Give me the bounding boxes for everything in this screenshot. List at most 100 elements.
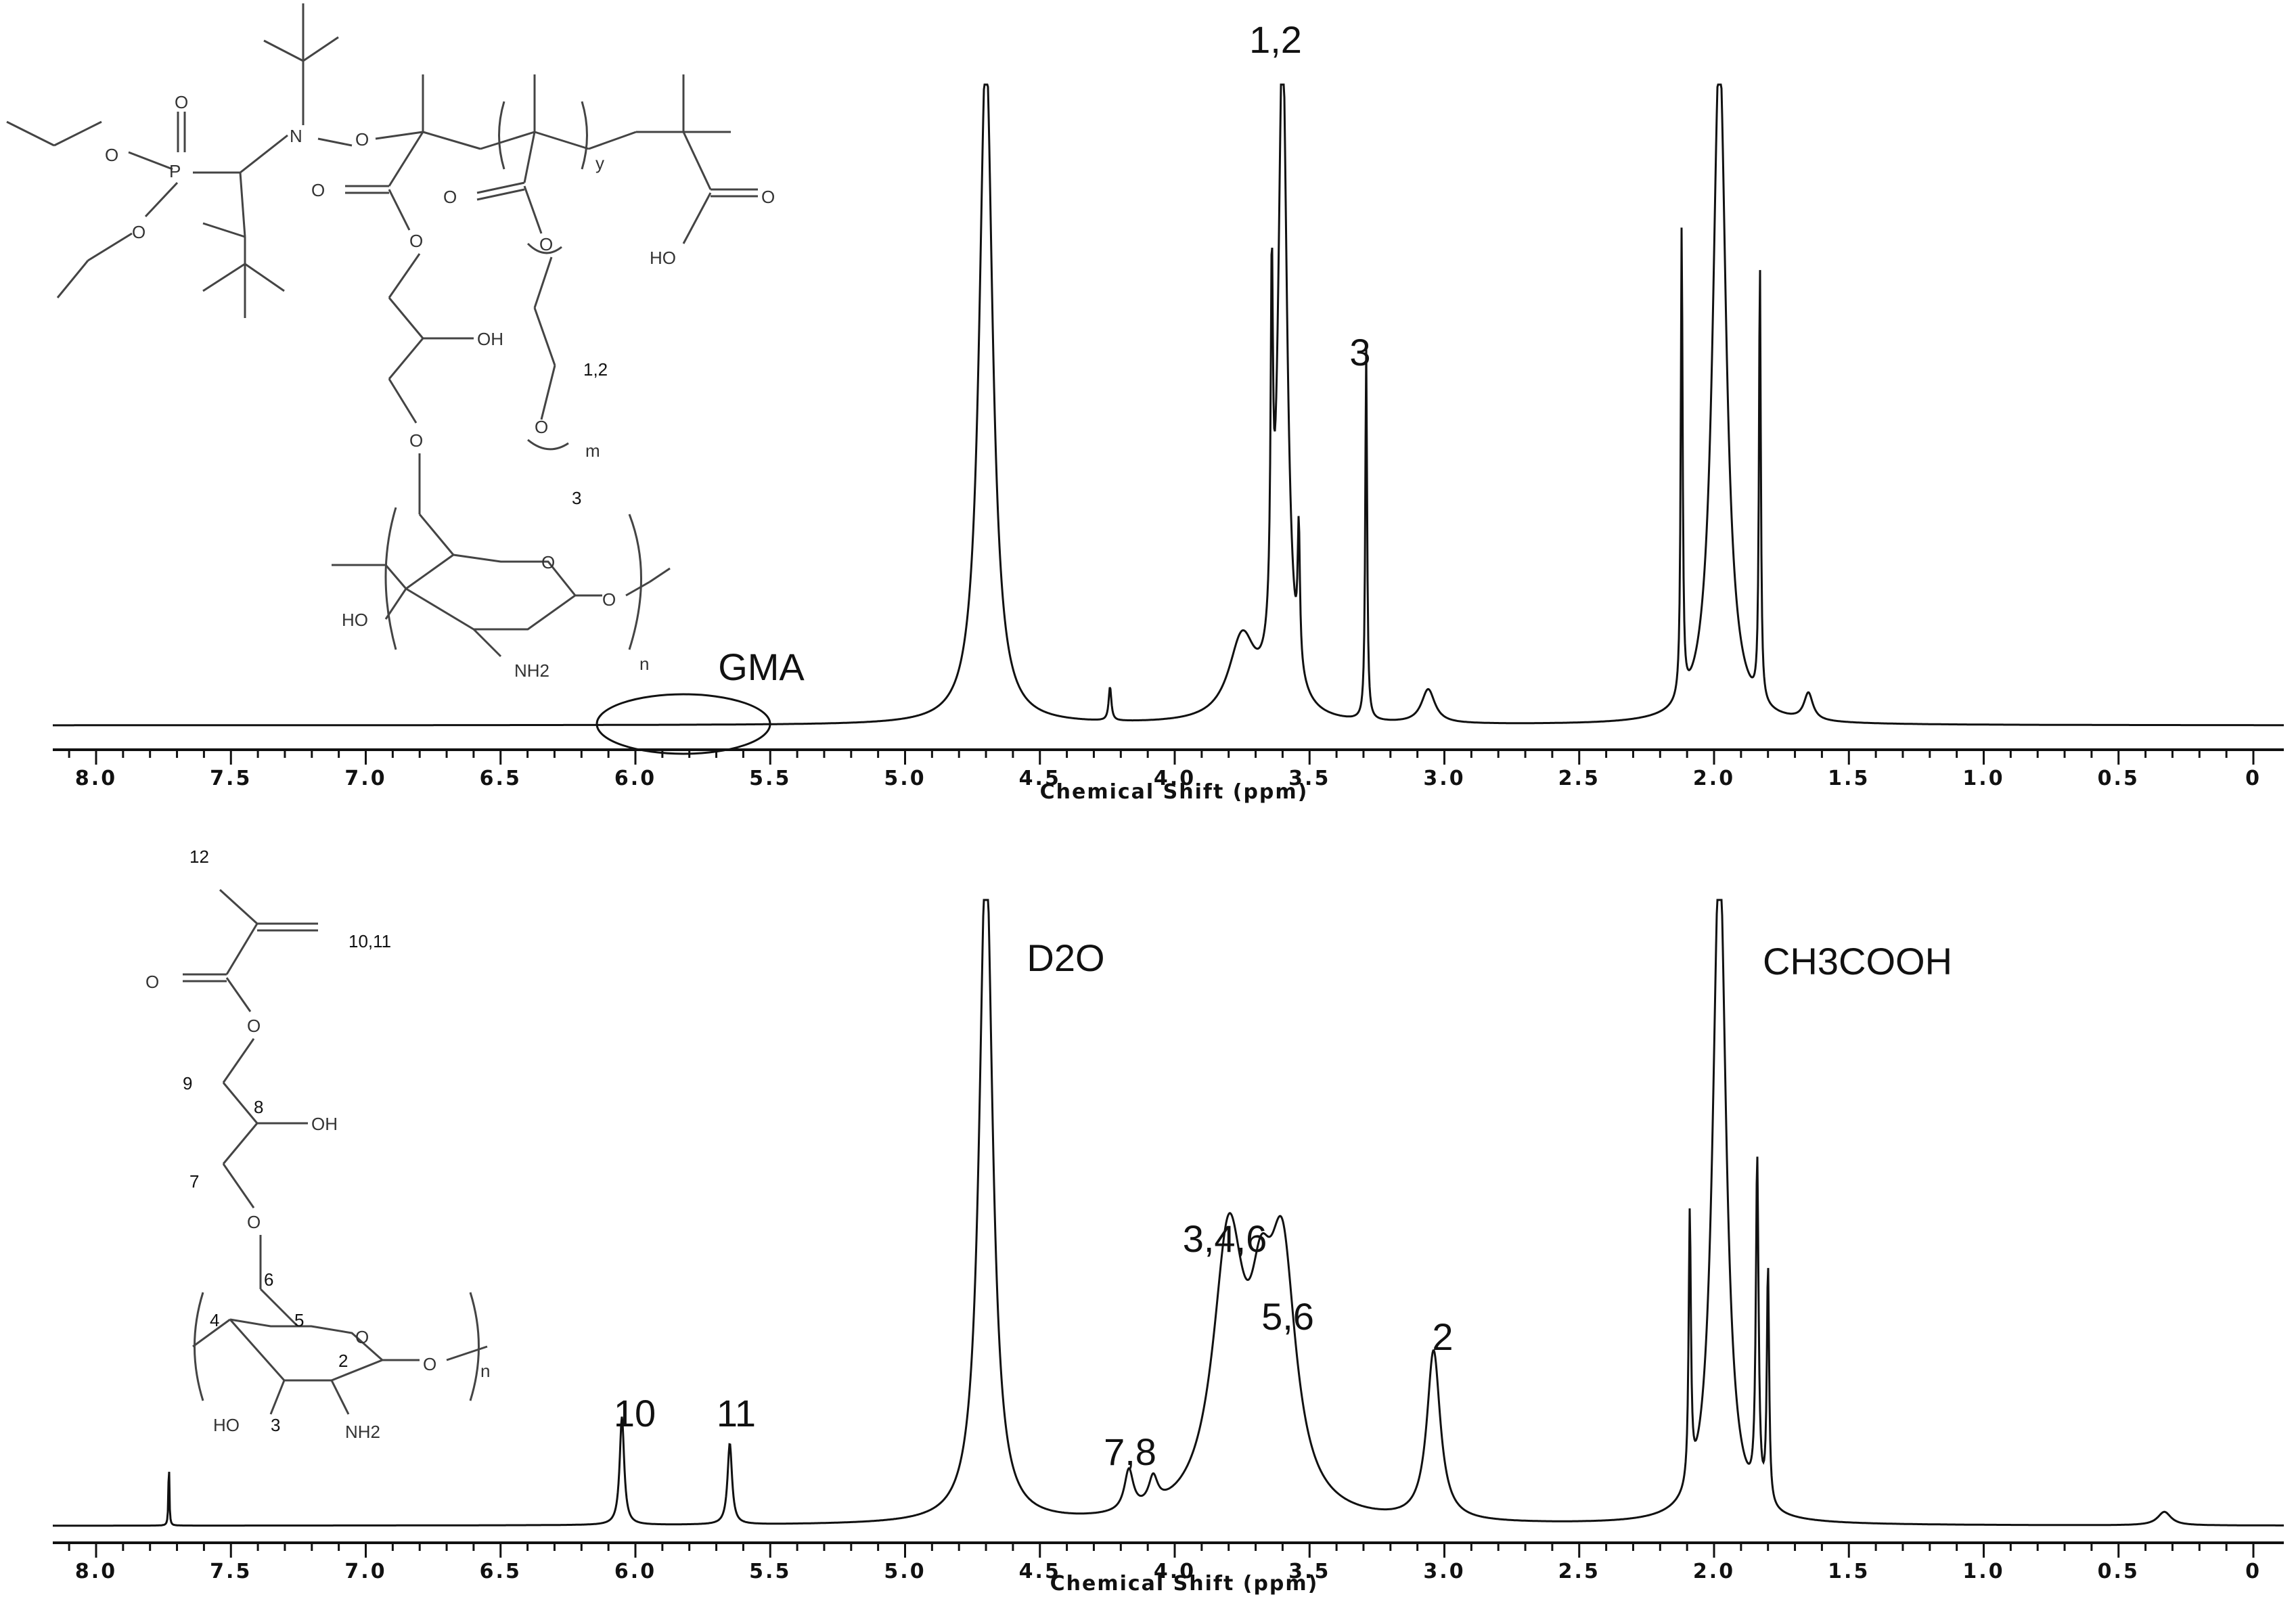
structure-bottom-gma-chitosan: O O OH O O O n HO NH2 12 10,11 9 8 7 6 4… bbox=[145, 846, 490, 1442]
svg-text:O: O bbox=[355, 129, 369, 150]
axis-tick-label: 4.5 bbox=[1019, 1560, 1061, 1583]
svg-text:NH2: NH2 bbox=[345, 1422, 380, 1442]
svg-text:O: O bbox=[761, 187, 775, 207]
svg-text:N: N bbox=[290, 126, 302, 146]
spectrum-top: 8.0 7.5 7.0 6.5 6.0 5.5 5.0 4.5 4.0 3.5 3.0 2.5 2.0 1… bbox=[53, 18, 2284, 804]
svg-text:y: y bbox=[595, 153, 604, 173]
peak-label-7-8: 7,8 bbox=[1104, 1430, 1156, 1473]
svg-text:O: O bbox=[175, 92, 188, 112]
peak-label-ch3cooh: CH3COOH bbox=[1763, 940, 1952, 983]
axis-tick-label: 6.0 bbox=[614, 767, 656, 790]
svg-text:O: O bbox=[105, 145, 118, 165]
axis-tick-label: 2.5 bbox=[1558, 767, 1600, 790]
svg-text:O: O bbox=[409, 231, 423, 251]
struct-top-label-3: 3 bbox=[572, 488, 581, 508]
axis-bottom-title: Chemical Shift (ppm) bbox=[1050, 1572, 1319, 1596]
struct-bottom-label-3: 3 bbox=[271, 1415, 280, 1435]
spectrum-top-line bbox=[53, 83, 2284, 727]
axis-tick-label: 8.0 bbox=[75, 1560, 117, 1583]
gma-highlight-ellipse bbox=[595, 693, 771, 755]
peak-label-2: 2 bbox=[1432, 1315, 1453, 1358]
struct-top-label-1-2: 1,2 bbox=[583, 359, 608, 380]
svg-text:O: O bbox=[535, 417, 548, 437]
axis-tick-label: 4.0 bbox=[1154, 1560, 1196, 1583]
structure-top-copolymer: O P O O N O O O bbox=[6, 3, 775, 681]
svg-text:n: n bbox=[639, 654, 649, 674]
struct-bottom-label-6: 6 bbox=[264, 1269, 273, 1290]
axis-tick-label: 2.0 bbox=[1693, 1560, 1735, 1583]
svg-text:n: n bbox=[480, 1361, 490, 1381]
axis-tick-label: 8.0 bbox=[75, 767, 117, 790]
struct-bottom-label-9: 9 bbox=[183, 1073, 192, 1093]
axis-tick-label: 3.0 bbox=[1423, 1560, 1465, 1583]
svg-text:m: m bbox=[585, 441, 600, 461]
struct-bottom-label-4: 4 bbox=[210, 1310, 219, 1330]
svg-text:O: O bbox=[355, 1327, 369, 1347]
peak-label-1-2: 1,2 bbox=[1249, 18, 1302, 61]
svg-text:O: O bbox=[443, 187, 457, 207]
axis-tick-label: 1.5 bbox=[1828, 1560, 1870, 1583]
svg-text:O: O bbox=[541, 552, 555, 572]
svg-text:O: O bbox=[539, 234, 553, 254]
axis-tick-label: 7.5 bbox=[210, 1560, 252, 1583]
axis-tick-label: 2.5 bbox=[1558, 1560, 1600, 1583]
axis-tick-label: 7.5 bbox=[210, 767, 252, 790]
peak-label-3: 3 bbox=[1349, 331, 1370, 374]
axis-top-title: Chemical Shift (ppm) bbox=[1040, 780, 1309, 804]
axis-tick-label: 0 bbox=[2245, 1560, 2261, 1583]
svg-text:O: O bbox=[247, 1016, 261, 1036]
axis-tick-label: 0.5 bbox=[2098, 1560, 2140, 1583]
struct-bottom-label-2: 2 bbox=[338, 1351, 348, 1371]
axis-tick-label: 7.0 bbox=[344, 1560, 386, 1583]
axis-tick-label: 3.5 bbox=[1288, 1560, 1330, 1583]
axis-tick-label: 6.5 bbox=[480, 767, 522, 790]
svg-text:O: O bbox=[602, 589, 616, 610]
struct-bottom-label-10-11: 10,11 bbox=[348, 931, 391, 951]
peak-label-d2o: D2O bbox=[1027, 936, 1104, 979]
axis-tick-label: 1.0 bbox=[1962, 1560, 2004, 1583]
axis-tick-label: 5.5 bbox=[749, 767, 791, 790]
spectrum-bottom-line bbox=[53, 899, 2284, 1527]
struct-bottom-label-8: 8 bbox=[254, 1097, 263, 1117]
svg-text:NH2: NH2 bbox=[514, 660, 549, 681]
svg-text:HO: HO bbox=[650, 248, 676, 268]
svg-text:O: O bbox=[423, 1354, 436, 1374]
axis-tick-label: 1.0 bbox=[1962, 767, 2004, 790]
peak-label-gma: GMA bbox=[718, 646, 805, 688]
axis-tick-label: 5.5 bbox=[749, 1560, 791, 1583]
peak-label-3-4-6: 3,4,6 bbox=[1183, 1217, 1267, 1260]
svg-text:O: O bbox=[145, 972, 159, 992]
axis-tick-label: 6.0 bbox=[614, 1560, 656, 1583]
axis-tick-label: 4.0 bbox=[1154, 767, 1196, 790]
struct-bottom-label-7: 7 bbox=[189, 1171, 199, 1192]
axis-tick-label: 0 bbox=[2245, 767, 2261, 790]
svg-text:HO: HO bbox=[342, 610, 368, 630]
svg-text:OH: OH bbox=[477, 329, 503, 349]
axis-tick-label: 4.5 bbox=[1019, 767, 1061, 790]
peak-label-10: 10 bbox=[614, 1392, 656, 1435]
svg-text:O: O bbox=[247, 1212, 261, 1232]
axis-tick-label: 3.0 bbox=[1423, 767, 1465, 790]
struct-bottom-label-12: 12 bbox=[189, 846, 209, 867]
svg-text:OH: OH bbox=[311, 1114, 338, 1134]
peak-label-11: 11 bbox=[717, 1392, 756, 1435]
spectrum-bottom: 8.0 7.5 7.0 6.5 6.0 5.5 5.0 4.5 4.0 3.5 3.0 2.5 2.0 1… bbox=[53, 899, 2284, 1596]
struct-bottom-label-5: 5 bbox=[294, 1310, 304, 1330]
axis-tick-label: 5.0 bbox=[884, 767, 926, 790]
svg-text:O: O bbox=[132, 222, 145, 242]
svg-text:HO: HO bbox=[213, 1415, 240, 1435]
axis-tick-label: 3.5 bbox=[1288, 767, 1330, 790]
axis-tick-label: 6.5 bbox=[480, 1560, 522, 1583]
svg-text:O: O bbox=[311, 180, 325, 200]
axis-tick-label: 0.5 bbox=[2098, 767, 2140, 790]
peak-label-5-6: 5,6 bbox=[1261, 1295, 1314, 1338]
axis-tick-label: 2.0 bbox=[1693, 767, 1735, 790]
axis-bottom-ticks: 8.0 7.5 7.0 6.5 6.0 5.5 5.0 4.5 4.0 3.5 3.0 2.5 2.0 1… bbox=[68, 1543, 2261, 1583]
svg-text:P: P bbox=[169, 161, 181, 181]
svg-text:O: O bbox=[409, 430, 423, 451]
axis-tick-label: 7.0 bbox=[344, 767, 386, 790]
axis-tick-label: 5.0 bbox=[884, 1560, 926, 1583]
axis-top-ticks: 8.0 7.5 7.0 6.5 6.0 5.5 5.0 4.5 4.0 3.5 3.0 2.5 2.0 1… bbox=[68, 750, 2261, 790]
axis-tick-label: 1.5 bbox=[1828, 767, 1870, 790]
